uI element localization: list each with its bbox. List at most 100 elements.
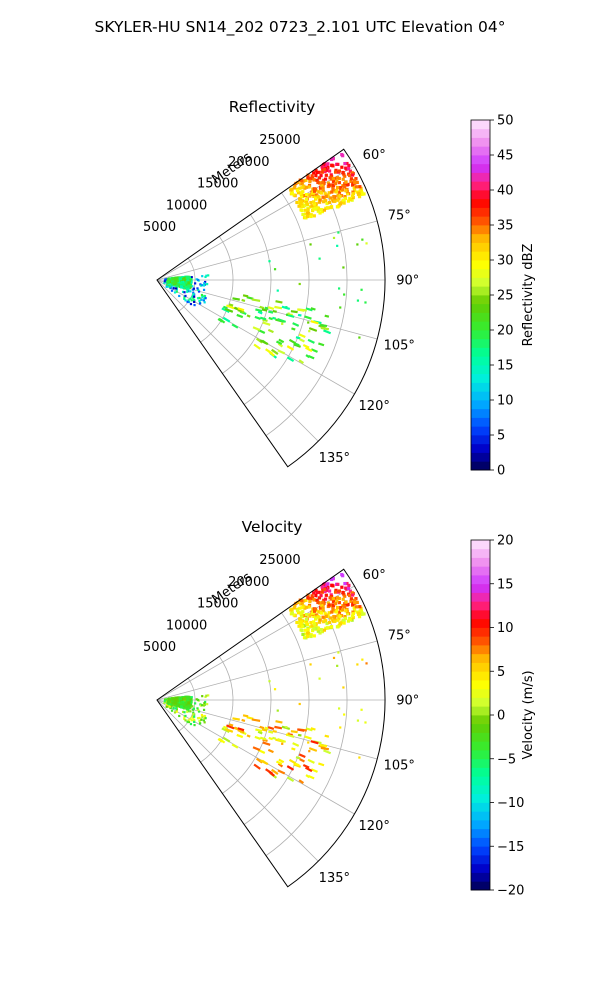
echo-gate bbox=[170, 281, 175, 285]
echo-gate bbox=[337, 610, 342, 614]
echo-gate bbox=[193, 720, 196, 724]
echo-gate bbox=[226, 304, 235, 310]
colorbar-band bbox=[471, 793, 490, 803]
echo-gate bbox=[327, 191, 331, 195]
echo-gate bbox=[306, 211, 310, 215]
colorbar-band bbox=[471, 295, 490, 305]
echo-gate bbox=[336, 198, 340, 202]
echo-gate bbox=[341, 591, 345, 595]
echo-gate bbox=[176, 703, 180, 707]
echo-gate bbox=[324, 314, 330, 318]
echo-gate bbox=[343, 182, 347, 186]
colorbar-band bbox=[471, 601, 490, 611]
echo-gate bbox=[351, 593, 355, 597]
echo-gate bbox=[170, 289, 174, 292]
echo-gate bbox=[197, 290, 201, 293]
echo-gate bbox=[309, 620, 313, 625]
echo-gate bbox=[341, 171, 345, 175]
echo-gate bbox=[275, 300, 283, 304]
colorbar-band bbox=[471, 382, 490, 392]
echo-gate bbox=[236, 733, 244, 739]
echo-gate bbox=[304, 315, 312, 320]
echo-gate bbox=[348, 197, 352, 202]
echo-gate bbox=[297, 308, 305, 312]
echo-gate bbox=[276, 709, 279, 712]
colorbar-tick-label: 20 bbox=[497, 324, 514, 339]
colorbar-tick-label: −10 bbox=[497, 796, 524, 811]
echo-gate bbox=[316, 180, 320, 185]
echo-gate bbox=[348, 589, 352, 593]
colorbar-band bbox=[471, 575, 490, 585]
echo-gate bbox=[336, 244, 339, 247]
colorbar-tick-label: 0 bbox=[497, 709, 505, 724]
echo-gate bbox=[343, 615, 347, 619]
echo-gate bbox=[285, 733, 289, 736]
echo-gate bbox=[331, 187, 335, 191]
echo-gate bbox=[327, 169, 332, 173]
echo-gate bbox=[359, 192, 363, 196]
echo-gate bbox=[320, 170, 324, 174]
echo-gate bbox=[196, 278, 200, 282]
echo-gate bbox=[348, 169, 352, 173]
echo-gate bbox=[336, 618, 340, 622]
echo-gate bbox=[319, 611, 323, 615]
echo-gate bbox=[322, 598, 326, 602]
echo-gate bbox=[324, 619, 328, 623]
echo-gate bbox=[336, 205, 340, 209]
echo-gate bbox=[307, 185, 311, 189]
echo-gate bbox=[340, 620, 344, 624]
echo-gate bbox=[359, 186, 363, 190]
echo-gate bbox=[273, 688, 277, 691]
echo-gate bbox=[342, 593, 346, 597]
echo-gate bbox=[307, 338, 315, 344]
echo-gate bbox=[246, 734, 251, 738]
echo-gate bbox=[339, 202, 343, 206]
colorbar-band bbox=[471, 408, 490, 418]
echo-gate bbox=[198, 719, 201, 722]
echo-gate bbox=[311, 611, 315, 615]
colorbar-tick-label: 15 bbox=[497, 577, 514, 592]
echo-gate bbox=[309, 663, 312, 666]
echo-gate bbox=[354, 185, 358, 189]
echo-gate bbox=[302, 604, 306, 608]
colorbar-band bbox=[471, 286, 490, 296]
echo-gate bbox=[306, 628, 310, 632]
echo-gate bbox=[305, 185, 309, 189]
echo-gate bbox=[184, 294, 187, 298]
echo-gate bbox=[300, 624, 304, 629]
echo-gate bbox=[267, 726, 275, 731]
colorbar-band bbox=[471, 706, 490, 716]
echo-gate bbox=[351, 192, 356, 196]
echo-gate bbox=[251, 298, 261, 302]
echo-gate bbox=[305, 622, 309, 626]
echo-gate bbox=[259, 316, 267, 321]
colorbar-band bbox=[471, 785, 490, 795]
echo-gate bbox=[264, 306, 269, 310]
colorbar-band bbox=[471, 828, 490, 838]
echo-gate bbox=[304, 216, 308, 220]
echo-gate bbox=[232, 297, 240, 301]
echo-gate bbox=[342, 198, 346, 203]
echo-gate bbox=[350, 591, 354, 595]
echo-gate bbox=[335, 599, 339, 603]
echo-gate bbox=[330, 163, 334, 167]
echo-gate bbox=[318, 677, 321, 680]
azimuth-gridline bbox=[156, 699, 355, 815]
theta-tick-label: 75° bbox=[388, 629, 411, 644]
echo-gate bbox=[361, 238, 364, 241]
echo-gate bbox=[288, 758, 296, 765]
echo-gate bbox=[268, 730, 274, 734]
echo-gate bbox=[315, 170, 319, 175]
echo-gate bbox=[286, 345, 295, 351]
echo-gate bbox=[321, 195, 325, 199]
colorbar-band bbox=[471, 128, 490, 138]
echo-gate bbox=[323, 191, 327, 195]
echo-gate bbox=[277, 342, 284, 348]
echo-gate bbox=[201, 284, 204, 287]
echo-gate bbox=[335, 609, 339, 613]
echo-gate bbox=[336, 664, 339, 667]
echo-gate bbox=[202, 708, 206, 711]
echo-gate bbox=[332, 614, 336, 619]
echo-gate bbox=[268, 350, 275, 357]
echo-gate bbox=[252, 326, 261, 332]
